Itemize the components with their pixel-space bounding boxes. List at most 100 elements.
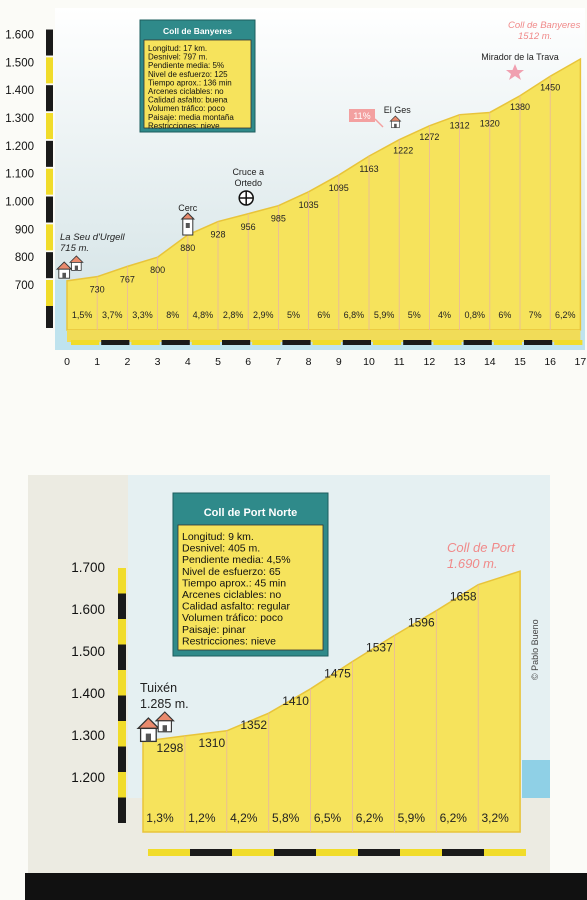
chart-1-x-axis-segment — [312, 340, 341, 345]
chart-1-gradient-label: 6,2% — [555, 310, 576, 320]
chart-1-y-tick-label: 1.600 — [5, 30, 34, 42]
chart-2-y-tick-label: 1.300 — [71, 728, 105, 743]
chart-2-y-axis-segment — [118, 619, 126, 645]
chart-1-elevation-label: 1163 — [359, 164, 378, 174]
tower-icon — [180, 212, 196, 236]
chart-2-elevation-label: 1596 — [408, 616, 435, 630]
chart-1-start-name: La Seu d'Urgell — [60, 232, 126, 243]
chart-2-info-line: Desnivel: 405 m. — [182, 543, 260, 555]
chart-1-x-axis-segment — [433, 340, 462, 345]
chart-1-gradient-label: 4% — [438, 310, 451, 320]
chart-1-x-tick-label: 7 — [275, 356, 281, 368]
chart-1-info-line: Nivel de esfuerzo: 125 — [148, 70, 228, 79]
chart-1-elevation-label: 1035 — [299, 200, 319, 210]
chart-1-x-axis-segment — [524, 340, 553, 345]
house-icon — [69, 255, 84, 271]
chart-2-y-axis-segment — [118, 695, 126, 721]
chart-1-elevation-label: 1380 — [510, 102, 530, 112]
chart-1-y-tick-label: 800 — [15, 252, 34, 264]
chart-2-gradient-label: 6,2% — [440, 811, 468, 825]
chart-2-y-axis-segment — [118, 568, 126, 594]
chart-1-x-tick-label: 14 — [484, 356, 496, 368]
star-icon — [506, 64, 524, 80]
chart-1-elevation-label: 1320 — [480, 118, 500, 128]
place-label-ortedo: Ortedo — [234, 178, 262, 188]
chart-2-y-tick-label: 1.500 — [71, 644, 105, 659]
chart-1-elevation-label: 985 — [271, 214, 286, 224]
chart-1-x-tick-label: 13 — [454, 356, 466, 368]
chart-2-x-axis-segment — [442, 849, 484, 856]
chart-1-x-tick-label: 12 — [424, 356, 436, 368]
chart-1-y-axis-segment — [46, 196, 53, 223]
chart-2-info-line: Restricciones: nieve — [182, 635, 276, 647]
chart-1-x-axis-segment — [131, 340, 160, 345]
chart-1-gradient-label: 6% — [317, 310, 330, 320]
chart-2-gradient-label: 6,5% — [314, 811, 342, 825]
chart-2-elevation-label: 1310 — [198, 736, 225, 750]
chart-2-info-title: Coll de Port Norte — [204, 507, 298, 519]
chart-1-gradient-label: 4,8% — [193, 310, 214, 320]
chart-1-gradient-label: 7% — [529, 310, 542, 320]
chart-2-elevation-label: 1298 — [157, 741, 184, 755]
chart-1-gradient-label: 5% — [287, 310, 300, 320]
chart-1-info-line: Desnivel: 797 m. — [148, 53, 208, 62]
chart-1-x-tick-label: 11 — [394, 356, 405, 368]
chart-1-x-tick-label: 16 — [544, 356, 556, 368]
chart-2-gradient-label: 5,9% — [398, 811, 426, 825]
chart-1-x-axis-segment — [373, 340, 402, 345]
chart-2-y-axis-segment — [118, 670, 126, 696]
max-gradient-label: 11% — [353, 111, 370, 121]
chart-2-gradient-label: 3,2% — [481, 811, 509, 825]
chart-1-gradient-label: 5% — [408, 310, 421, 320]
chart-2-elevation-label: 1658 — [450, 590, 477, 604]
chart-1-elevation-label: 1095 — [329, 183, 349, 193]
chart-1-gradient-label: 5,9% — [374, 310, 395, 320]
chart-1-x-axis-segment — [252, 340, 281, 345]
chart-1-elevation-label: 800 — [150, 265, 165, 275]
chart-1-y-axis-segment — [46, 85, 53, 112]
chart-2-y-axis-segment — [118, 772, 126, 798]
chart-2-info-line: Nivel de esfuerzo: 65 — [182, 566, 281, 578]
house-icon — [55, 261, 73, 279]
chart-1-x-tick-label: 6 — [245, 356, 251, 368]
chart-1-x-axis-segment — [101, 340, 130, 345]
chart-1-elevation-label: 730 — [90, 285, 105, 295]
chart-1-elevation-label: 956 — [241, 222, 256, 232]
chart-1-gradient-label: 2,9% — [253, 310, 274, 320]
chart-1-x-tick-label: 3 — [155, 356, 161, 368]
chart-2-x-axis-segment — [274, 849, 316, 856]
chart-1-x-axis-segment — [161, 340, 190, 345]
chart-2-y-axis-segment — [118, 797, 126, 823]
chart-1-x-tick-label: 9 — [336, 356, 342, 368]
chart-2-info-inner — [177, 524, 324, 651]
chart-1-info-line: Longitud: 17 km. — [148, 44, 207, 53]
chart-1-y-tick-label: 1.500 — [5, 57, 34, 69]
chart-1-y-axis-segment — [46, 252, 53, 279]
chart-1-x-tick-label: 15 — [514, 356, 526, 368]
chart-1-y-axis-segment — [46, 57, 53, 84]
chart-2-gradient-label: 4,2% — [230, 811, 258, 825]
chart-1-elevation-label: 1222 — [393, 146, 413, 156]
chart-1-info-line: Calidad asfalto: buena — [148, 96, 228, 105]
house-icon — [389, 115, 402, 129]
chart-1-x-axis-segment — [191, 340, 220, 345]
chart-1-elevation-label: 767 — [120, 274, 135, 284]
chart-1-y-tick-label: 1.300 — [5, 113, 34, 125]
chart-2-y-axis-segment — [118, 593, 126, 619]
chart-2-water — [522, 760, 550, 798]
chart-1-x-axis-segment — [493, 340, 522, 345]
chart-1-info-line: Arcenes ciclables: no — [148, 87, 224, 96]
chart-1-y-axis-segment — [46, 140, 53, 167]
chart-2-info-line: Volumen tráfico: poco — [182, 612, 283, 624]
chart-1-x-tick-label: 8 — [306, 356, 312, 368]
chart-1-y-axis-segment — [46, 280, 53, 306]
chart-1-y-axis-segment — [46, 113, 53, 140]
chart-2-info-line: Arcenes ciclables: no — [182, 589, 281, 601]
chart-1-y-tick-label: 1.200 — [5, 141, 34, 153]
chart-2-end-name: Coll de Port — [447, 540, 516, 555]
chart-1-gradient-label: 3,3% — [132, 310, 153, 320]
place-label-mirador: Mirador de la Trava — [481, 52, 559, 62]
chart-1-info-line: Volumen tráfico: poco — [148, 104, 225, 113]
chart-1-y-tick-label: 1.000 — [5, 197, 34, 209]
